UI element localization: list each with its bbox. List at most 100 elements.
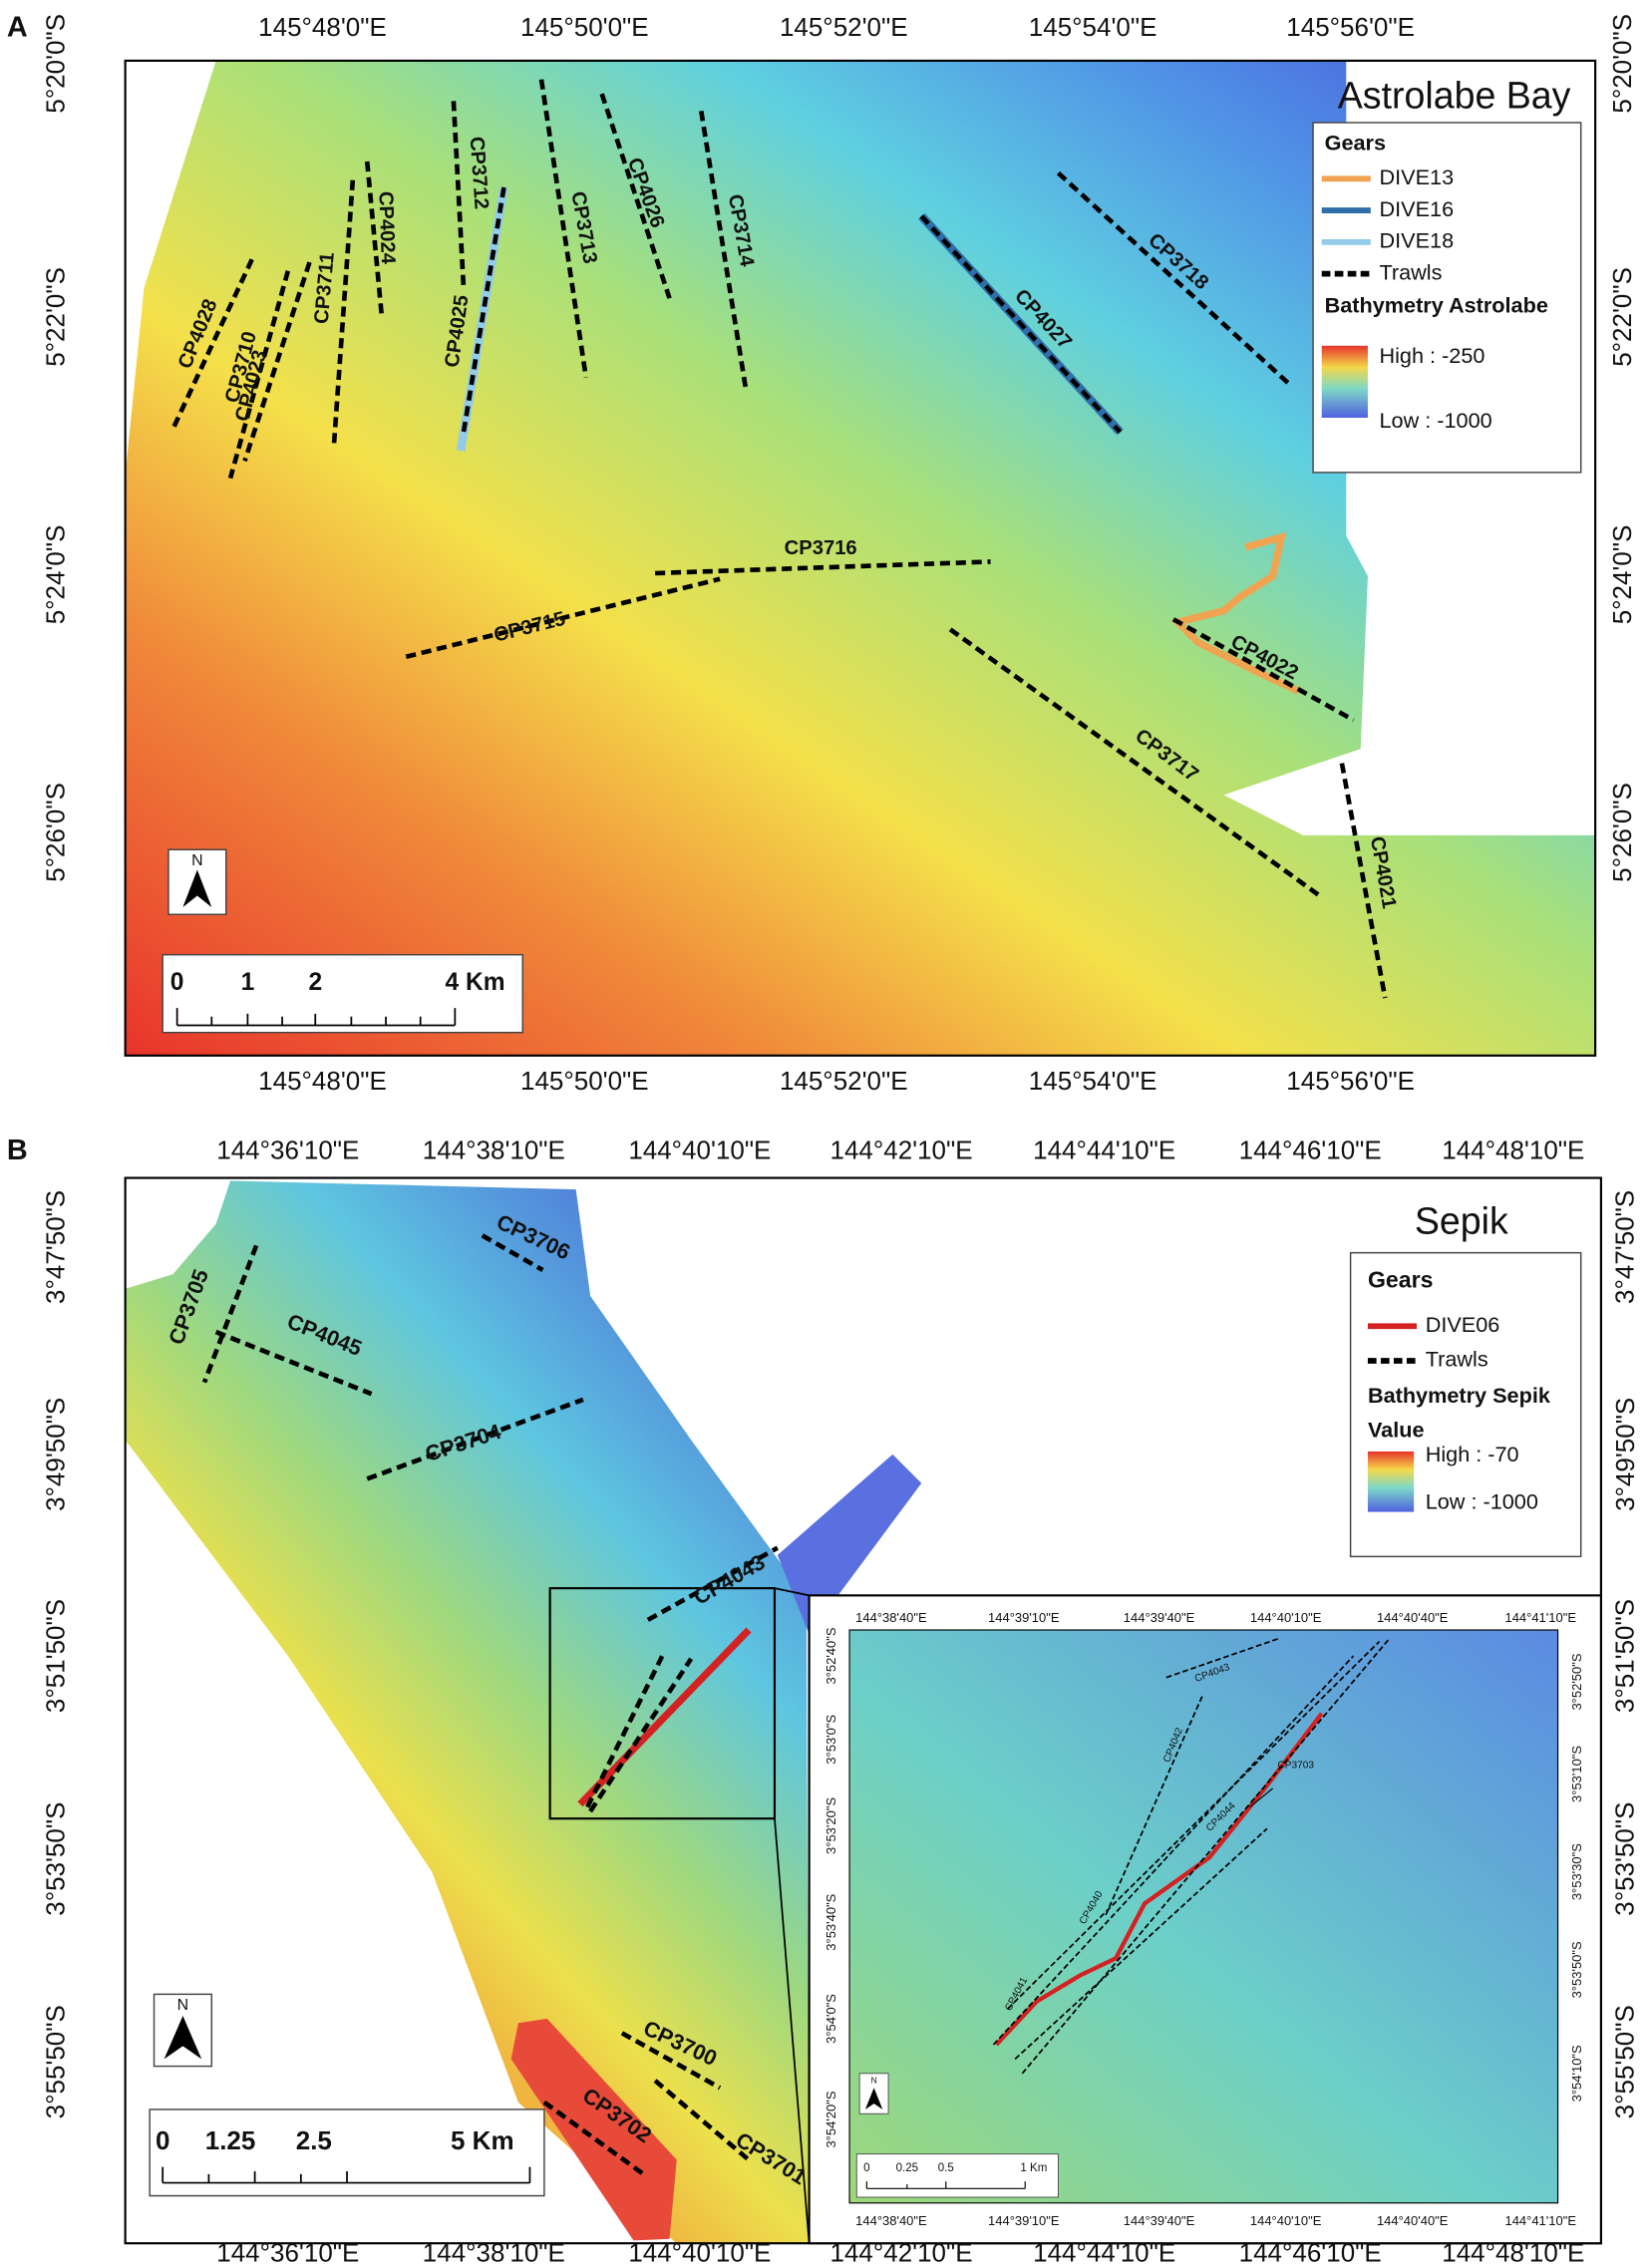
trawl-line [214, 1329, 373, 1397]
trawl-line [542, 2100, 645, 2176]
inset-box [548, 1587, 777, 1820]
inset-trawl-line [1105, 1696, 1203, 1916]
inset-bottom-coordinate: 144°40'40"E [1377, 2213, 1449, 2228]
inset-scale-bar [865, 2181, 1026, 2189]
scale-label: 2 [308, 969, 322, 996]
north-arrow-b [164, 2016, 202, 2060]
scale-label: 5 Km [451, 2125, 514, 2155]
inset-top-coordinate: 144°40'10"E [1250, 1610, 1322, 1625]
inset-top-coordinate: 144°41'10"E [1504, 1610, 1576, 1625]
legend-label: DIVE06 [1426, 1312, 1500, 1337]
inset-trawl-line [1165, 1637, 1279, 1679]
scale-label: 0 [156, 2125, 169, 2155]
trawl-line [538, 79, 589, 378]
trawl-line [201, 1244, 259, 1384]
right-coordinate: 5°20'0"S [1607, 14, 1637, 114]
scale-bar-b [162, 2166, 531, 2184]
dive06-track [577, 1627, 752, 1807]
trawl-line [1056, 170, 1293, 388]
legend-ramp-b [1367, 1451, 1415, 1512]
bottom-coordinate: 145°48'0"E [258, 1066, 387, 1096]
trawl-line [227, 270, 291, 480]
inset-trawl-label: CP3703 [1277, 1760, 1314, 1771]
inset-right-coordinate: 3°53'10"S [1569, 1746, 1584, 1802]
legend-high: High : -250 [1379, 343, 1485, 368]
legend-label: DIVE13 [1379, 164, 1454, 189]
inset-trawl-line [1014, 1827, 1268, 2061]
inset-scale-label: 0.5 [938, 2162, 954, 2174]
inset-top-coordinate: 144°39'10"E [988, 1610, 1060, 1625]
left-coordinate: 5°24'0"S [41, 525, 71, 625]
trawl-line [481, 1233, 544, 1272]
inset-bottom-coordinate: 144°39'40"E [1124, 2213, 1195, 2228]
trawl-line [364, 161, 385, 315]
inset-trawl-line [992, 1655, 1355, 2046]
bathymetry-b-island [510, 2018, 677, 2241]
right-coordinate: 3°47'50"S [1610, 1190, 1640, 1304]
inset-left-coordinate: 3°52'40"S [824, 1627, 838, 1684]
top-coordinate: 144°38'10"E [423, 1134, 565, 1164]
inset-right-coordinate: 3°53'30"S [1569, 1843, 1584, 1900]
bottom-coordinate: 144°36'10"E [216, 2238, 359, 2268]
legend-label: DIVE16 [1379, 196, 1454, 221]
right-coordinate: 3°51'50"S [1610, 1599, 1640, 1713]
bottom-coordinate: 144°40'10"E [628, 2238, 771, 2268]
legend-low: Low : -1000 [1426, 1489, 1538, 1514]
legend-ramp-a [1321, 345, 1368, 419]
trawl-label: CP3712 [466, 136, 493, 209]
left-coordinate: 5°22'0"S [41, 267, 71, 367]
inset-bottom-coordinate: 144°40'10"E [1250, 2213, 1322, 2228]
map-frame-a [124, 59, 1597, 1057]
top-coordinate: 144°36'10"E [216, 1134, 359, 1164]
bathymetry-b-arm [777, 1454, 922, 1635]
inset-left-coordinate: 3°54'0"S [824, 1994, 838, 2044]
inset-scale-box [855, 2153, 1059, 2198]
panel-label: A [7, 12, 28, 44]
scale-box-a [162, 953, 523, 1034]
scale-label: 1.25 [205, 2125, 256, 2155]
trawl-line [620, 2031, 722, 2091]
trawl-line [331, 179, 356, 445]
top-coordinate: 144°42'10"E [830, 1134, 973, 1164]
north-label: N [191, 852, 202, 869]
inset-bottom-coordinate: 144°38'40"E [855, 2213, 927, 2228]
left-coordinate: 3°53'50"S [41, 1802, 71, 1916]
right-coordinate: 3°55'50"S [1610, 2005, 1640, 2118]
right-coordinate: 3°53'50"S [1610, 1802, 1640, 1916]
scale-label: 0 [170, 969, 184, 996]
bottom-coordinate: 144°44'10"E [1033, 2238, 1175, 2268]
top-coordinate: 145°52'0"E [780, 12, 908, 42]
inset-dive06-track [994, 1712, 1324, 2047]
trawl-label: CP3716 [785, 537, 857, 559]
inset-top-coordinate: 144°40'40"E [1377, 1610, 1449, 1625]
inset-top-coordinate: 144°38'40"E [855, 1610, 927, 1625]
inset-top-coordinate: 144°39'40"E [1124, 1610, 1195, 1625]
top-coordinate: 145°54'0"E [1029, 12, 1157, 42]
bathymetry-a [125, 60, 1596, 1056]
inset-scale-label: 1 Km [1020, 2162, 1047, 2174]
bathymetry-b [125, 1180, 810, 2244]
inset-right-coordinate: 3°53'50"S [1569, 1941, 1584, 1998]
left-coordinate: 5°26'0"S [41, 783, 71, 882]
right-coordinate: 5°24'0"S [1607, 525, 1637, 625]
trawl-line [1339, 763, 1388, 999]
trawl-line [646, 1545, 779, 1622]
left-coordinate: 3°47'50"S [41, 1190, 71, 1304]
inset-map [848, 1629, 1559, 2204]
inset-north-arrow [864, 2088, 883, 2109]
trawl-line [366, 1397, 584, 1481]
inset-bottom-coordinate: 144°41'10"E [1504, 2213, 1576, 2228]
legend-label: Trawls [1379, 259, 1442, 284]
north-label: N [177, 1997, 188, 2014]
trawl-label: CP4024 [374, 191, 399, 265]
zoom-lines [774, 1587, 811, 2244]
trawl-line [653, 2079, 751, 2162]
top-coordinate: 145°48'0"E [258, 12, 387, 42]
trawl-line [948, 627, 1324, 899]
inset-left-coordinate: 3°53'40"S [824, 1893, 838, 1950]
bottom-coordinate: 145°50'0"E [520, 1066, 649, 1096]
trawl-line [405, 576, 721, 660]
right-coordinate: 5°26'0"S [1607, 783, 1637, 882]
inset-left-coordinate: 3°54'20"S [824, 2091, 838, 2147]
